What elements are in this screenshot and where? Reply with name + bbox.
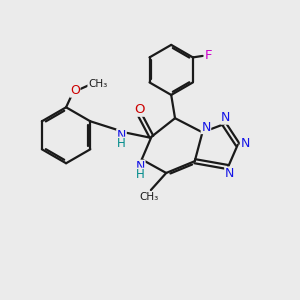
Text: H: H	[136, 168, 145, 181]
Text: N: N	[136, 160, 145, 173]
Text: N: N	[221, 111, 230, 124]
Text: N: N	[240, 137, 250, 150]
Text: CH₃: CH₃	[88, 79, 107, 89]
Text: F: F	[205, 50, 212, 62]
Text: O: O	[70, 84, 80, 97]
Text: H: H	[117, 137, 126, 150]
Text: N: N	[117, 129, 126, 142]
Text: N: N	[201, 121, 211, 134]
Text: CH₃: CH₃	[139, 191, 158, 202]
Text: O: O	[134, 103, 145, 116]
Text: N: N	[225, 167, 234, 180]
